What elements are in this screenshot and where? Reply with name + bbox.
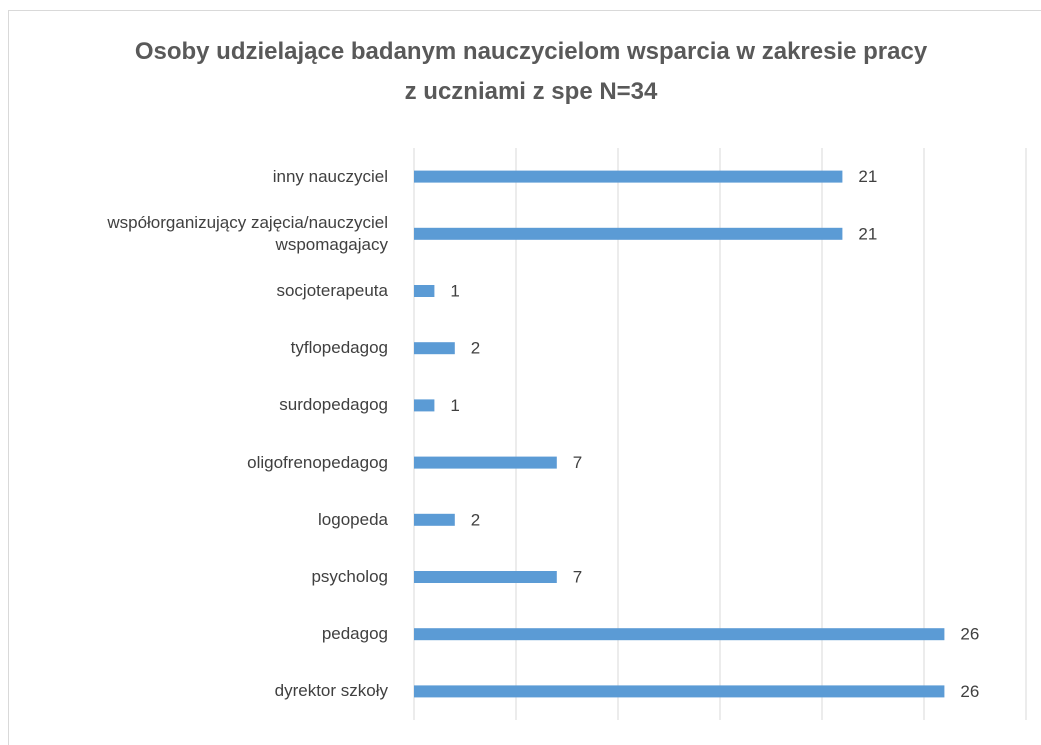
chart-border: [8, 10, 1041, 745]
data-label: 1: [450, 396, 459, 415]
bar: [414, 456, 557, 469]
chart-title: Osoby udzielające badanym nauczycielom w…: [134, 38, 928, 105]
bar: [414, 227, 843, 240]
data-label: 21: [858, 167, 877, 186]
y-tick-label: pedagog: [321, 624, 388, 644]
y-tick-label: oligofrenopedagog: [247, 452, 388, 472]
y-tick-label: współorganizujący zajęcia/nauczyciel wsp…: [107, 212, 388, 254]
bar: [414, 399, 435, 412]
data-label: 21: [858, 224, 877, 243]
bar: [414, 513, 455, 526]
bar: [414, 685, 945, 698]
bar: [414, 170, 843, 183]
y-tick-label: socjoterapeuta: [276, 281, 388, 300]
y-tick-label: tyflopedagog: [290, 338, 388, 358]
data-label: 7: [573, 453, 582, 472]
data-label: 2: [471, 339, 480, 358]
y-tick-label: logopeda: [318, 509, 388, 529]
bar: [414, 571, 557, 583]
bar: [414, 628, 945, 641]
data-label: 26: [960, 682, 979, 701]
y-tick-label: inny nauczyciel: [272, 166, 388, 186]
data-label: 7: [573, 567, 582, 586]
y-tick-label: psycholog: [311, 567, 388, 586]
bar: [414, 285, 435, 297]
y-tick-label: dyrektor szkoły: [274, 681, 388, 701]
y-tick-label: surdopedagog: [279, 395, 388, 415]
data-label: 1: [450, 281, 459, 300]
bar: [414, 342, 455, 355]
data-label: 26: [960, 625, 979, 644]
data-label: 2: [471, 510, 480, 529]
